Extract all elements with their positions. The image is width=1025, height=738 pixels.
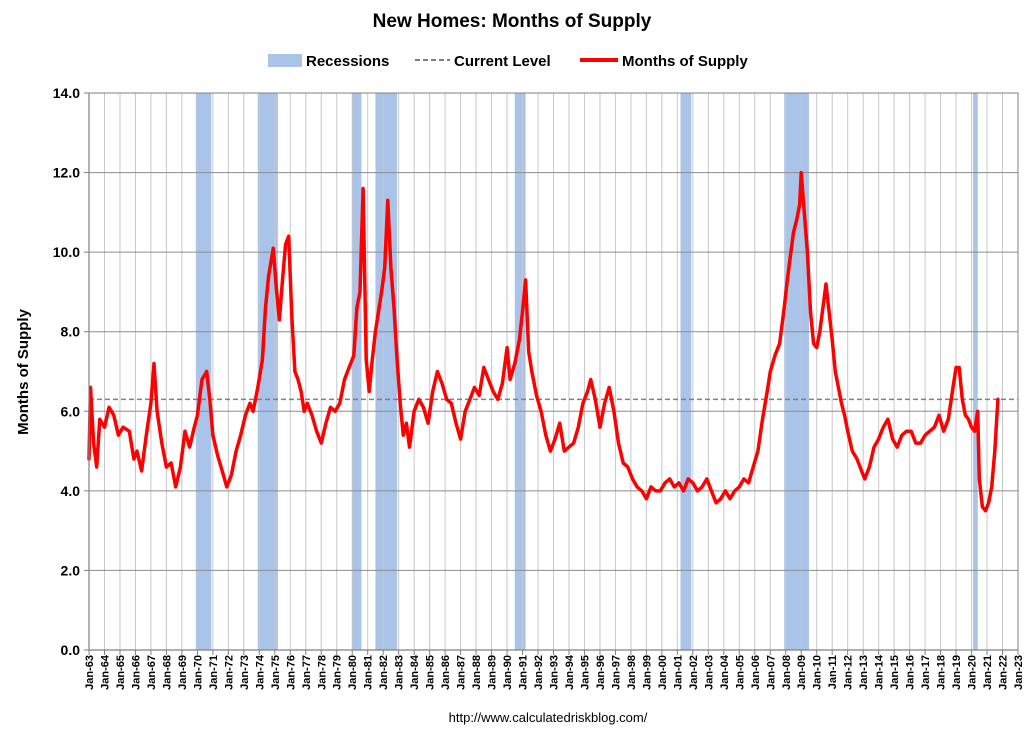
x-tick-label: Jan-02 <box>688 655 700 690</box>
x-tick-label: Jan-16 <box>905 655 917 690</box>
x-tick-label: Jan-68 <box>161 655 173 690</box>
series-line-months-of-supply <box>87 170 1000 513</box>
x-tick-labels: Jan-63 Jan-64 Jan-65 Jan-66 Jan-67 Jan-68 Jan-… <box>84 650 1025 690</box>
y-tick-label: 8.0 <box>61 324 81 340</box>
x-tick-label: Jan-73 <box>239 655 251 690</box>
recession-band <box>680 93 692 650</box>
x-tick-label: Jan-22 <box>998 655 1010 690</box>
x-tick-label: Jan-09 <box>796 655 808 690</box>
x-tick-label: Jan-20 <box>967 655 979 690</box>
x-tick-label: Jan-87 <box>456 655 468 690</box>
x-tick-label: Jan-89 <box>487 655 499 690</box>
y-tick-labels: 0.0 2.0 4.0 6.0 8.0 10.0 12.0 14.0 <box>53 85 89 658</box>
x-tick-label: Jan-97 <box>610 655 622 690</box>
x-tick-label: Jan-64 <box>100 654 112 690</box>
x-tick-label: Jan-91 <box>518 655 530 690</box>
x-tick-label: Jan-81 <box>363 655 375 690</box>
x-tick-label: Jan-23 <box>1013 655 1025 690</box>
x-tick-label: Jan-71 <box>208 655 220 690</box>
x-tick-label: Jan-14 <box>874 654 886 690</box>
x-tick-label: Jan-95 <box>580 655 592 690</box>
recession-band <box>784 93 809 650</box>
recession-band <box>375 93 398 650</box>
x-tick-label: Jan-04 <box>719 654 731 690</box>
x-tick-label: Jan-19 <box>951 655 963 690</box>
x-tick-label: Jan-92 <box>533 655 545 690</box>
x-tick-label: Jan-94 <box>564 654 576 690</box>
y-tick-label: 6.0 <box>61 403 81 419</box>
legend-label-current-level: Current Level <box>454 53 551 70</box>
x-tick-label: Jan-96 <box>595 655 607 690</box>
x-tick-label: Jan-67 <box>146 655 158 690</box>
x-tick-label: Jan-01 <box>672 655 684 690</box>
recession-band <box>195 93 212 650</box>
x-tick-label: Jan-79 <box>332 655 344 690</box>
x-tick-label: Jan-88 <box>471 655 483 690</box>
recession-band <box>352 93 362 650</box>
recession-bands <box>195 93 978 650</box>
x-tick-label: Jan-84 <box>409 654 421 690</box>
recession-band <box>257 93 278 650</box>
x-tick-label: Jan-83 <box>394 655 406 690</box>
x-tick-label: Jan-00 <box>657 655 669 690</box>
legend-swatch-recessions <box>268 54 302 67</box>
gridlines <box>89 92 1018 651</box>
x-tick-label: Jan-98 <box>626 655 638 690</box>
x-tick-label: Jan-76 <box>285 655 297 690</box>
y-tick-label: 2.0 <box>61 562 81 578</box>
x-tick-label: Jan-66 <box>130 655 142 690</box>
x-tick-label: Jan-11 <box>827 655 839 689</box>
y-tick-label: 0.0 <box>61 642 81 658</box>
x-tick-label: Jan-13 <box>858 655 870 690</box>
x-tick-label: Jan-85 <box>425 655 437 690</box>
x-tick-label: Jan-10 <box>812 655 824 690</box>
x-tick-label: Jan-17 <box>920 655 932 690</box>
x-tick-label: Jan-93 <box>549 655 561 690</box>
x-tick-label: Jan-72 <box>223 655 235 690</box>
x-tick-label: Jan-69 <box>177 655 189 690</box>
x-tick-label: Jan-90 <box>502 655 514 690</box>
x-tick-label: Jan-18 <box>936 655 948 690</box>
chart-title: New Homes: Months of Supply <box>373 11 652 32</box>
x-tick-label: Jan-06 <box>750 655 762 690</box>
x-tick-label: Jan-99 <box>641 655 653 690</box>
x-tick-label: Jan-70 <box>192 655 204 690</box>
x-tick-label: Jan-86 <box>440 655 452 690</box>
y-tick-label: 12.0 <box>53 165 80 181</box>
x-tick-label: Jan-74 <box>254 654 266 690</box>
x-tick-label: Jan-80 <box>347 655 359 690</box>
x-tick-label: Jan-82 <box>378 655 390 690</box>
recession-band <box>514 93 526 650</box>
x-tick-label: Jan-07 <box>765 655 777 690</box>
x-tick-label: Jan-05 <box>734 655 746 690</box>
series-layer <box>87 170 1000 513</box>
legend-label-months-of-supply: Months of Supply <box>622 53 748 70</box>
x-tick-label: Jan-08 <box>781 655 793 690</box>
source-url: http://www.calculatedriskblog.com/ <box>449 710 648 725</box>
y-axis-label: Months of Supply <box>15 308 32 434</box>
x-tick-label: Jan-75 <box>270 655 282 690</box>
legend: Recessions Current Level Months of Suppl… <box>268 53 748 70</box>
x-tick-label: Jan-77 <box>301 655 313 690</box>
x-tick-label: Jan-21 <box>982 655 994 690</box>
x-tick-label: Jan-65 <box>115 655 127 690</box>
y-tick-label: 10.0 <box>53 244 80 260</box>
x-tick-label: Jan-78 <box>316 655 328 690</box>
x-tick-label: Jan-15 <box>889 655 901 690</box>
x-tick-label: Jan-63 <box>84 655 96 690</box>
x-tick-label: Jan-12 <box>843 655 855 690</box>
legend-label-recessions: Recessions <box>306 53 389 70</box>
y-tick-label: 4.0 <box>61 483 81 499</box>
x-tick-label: Jan-03 <box>703 655 715 690</box>
y-tick-label: 14.0 <box>53 85 80 101</box>
recession-band <box>973 93 978 650</box>
